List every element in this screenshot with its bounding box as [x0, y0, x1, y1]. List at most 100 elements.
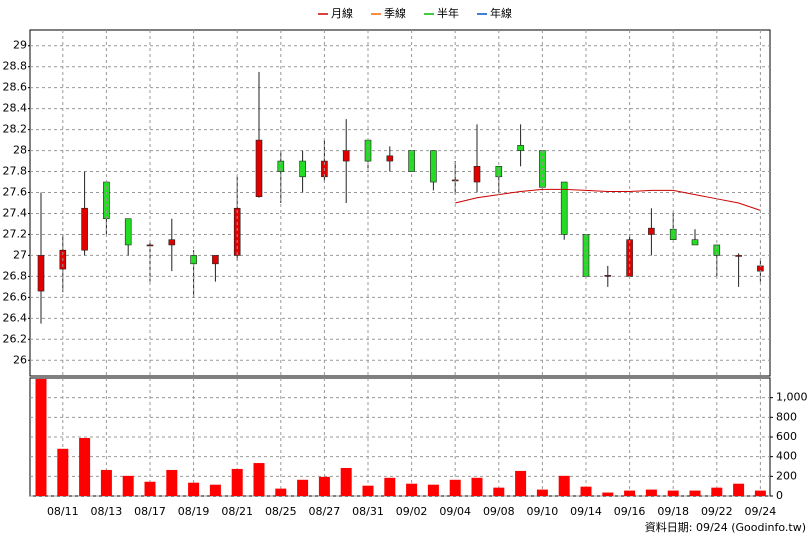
- volume-bar: [711, 487, 723, 496]
- volume-bar: [318, 476, 330, 496]
- volume-bar: [188, 482, 200, 496]
- volume-bar: [449, 479, 461, 496]
- volume-bar: [515, 470, 527, 496]
- candle-body: [124, 218, 132, 246]
- x-tick-label: 08/25: [265, 505, 297, 518]
- candle-body: [386, 155, 394, 162]
- footer: 資料日期: 09/24 (Goodinfo.tw): [645, 520, 806, 534]
- y-tick-label: 1,000: [776, 391, 808, 404]
- volume-bar: [689, 490, 701, 496]
- volume-bar: [733, 483, 745, 496]
- volume-bar: [754, 490, 766, 496]
- y-tick-label: 26: [13, 353, 27, 366]
- y-tick-label: 27.8: [3, 165, 28, 178]
- y-tick-label: 28.2: [3, 123, 28, 136]
- y-tick-label: 0: [776, 489, 783, 502]
- volume-bar: [253, 463, 265, 496]
- y-tick-label: 26.6: [3, 290, 28, 303]
- y-tick-label: 27: [13, 248, 27, 261]
- volume-panel: [29, 377, 771, 497]
- volume-bar: [558, 475, 570, 496]
- x-tick-label: 09/04: [439, 505, 471, 518]
- candle-body: [277, 160, 285, 172]
- y-tick-label: 27.2: [3, 227, 28, 240]
- volume-bar: [667, 490, 679, 496]
- x-tick-label: 08/13: [91, 505, 123, 518]
- volume-bar: [100, 469, 112, 496]
- x-tick-label: 09/08: [483, 505, 515, 518]
- y-tick-label: 600: [776, 430, 797, 443]
- candle-body: [517, 145, 524, 151]
- volume-bar: [406, 483, 418, 496]
- volume-bar: [536, 489, 548, 496]
- volume-bar: [362, 485, 374, 496]
- x-tick-label: 08/19: [178, 505, 210, 518]
- volume-bar: [57, 448, 69, 496]
- x-tick-label: 08/21: [221, 505, 253, 518]
- candle-body: [691, 239, 699, 246]
- volume-bar: [79, 437, 91, 496]
- volume-bar: [645, 489, 657, 496]
- x-tick-label: 09/18: [657, 505, 689, 518]
- candle-body: [560, 181, 568, 235]
- candle-body: [37, 255, 45, 292]
- candle-body: [648, 227, 655, 235]
- candle-body: [299, 160, 306, 178]
- legend-label: 月線: [331, 6, 353, 20]
- x-tick-label: 09/02: [396, 505, 428, 518]
- y-tick-label: 28.4: [3, 102, 28, 115]
- y-tick-label: 800: [776, 410, 797, 423]
- candle-body: [255, 139, 263, 198]
- x-tick-label: 08/31: [352, 505, 384, 518]
- volume-bar: [384, 477, 396, 496]
- x-tick-label: 08/27: [309, 505, 341, 518]
- candle-body: [430, 150, 437, 183]
- x-tick-label: 09/16: [614, 505, 646, 518]
- legend-label: 半年: [437, 6, 459, 20]
- candle-body: [146, 244, 154, 247]
- x-tick-label: 09/22: [701, 505, 733, 518]
- x-tick-label: 09/24: [745, 505, 777, 518]
- volume-bar: [624, 490, 636, 496]
- y-tick-label: 27.4: [3, 206, 28, 219]
- volume-bar: [427, 484, 439, 496]
- volume-bar: [340, 467, 352, 496]
- y-tick-label: 400: [776, 450, 797, 463]
- x-tick-label: 08/17: [134, 505, 166, 518]
- x-tick-label: 09/10: [527, 505, 559, 518]
- y-tick-label: 26.8: [3, 269, 28, 282]
- volume-bar: [493, 487, 505, 496]
- volume-bar: [166, 469, 178, 496]
- y-tick-label: 200: [776, 469, 797, 482]
- x-tick-label: 09/14: [570, 505, 602, 518]
- candle-body: [233, 207, 241, 256]
- volume-bar: [471, 477, 483, 496]
- candle-body: [473, 166, 481, 183]
- y-tick-label: 26.4: [3, 311, 28, 324]
- volume-bar: [275, 488, 287, 496]
- volume-bar: [35, 378, 47, 496]
- x-tick-label: 08/11: [47, 505, 79, 518]
- volume-bar: [580, 486, 592, 496]
- legend-label: 季線: [384, 6, 406, 20]
- price-panel: [29, 29, 771, 377]
- candle-body: [713, 244, 721, 256]
- volume-bar: [209, 484, 221, 496]
- candle-body: [168, 239, 176, 246]
- volume-bar: [122, 475, 134, 496]
- candle-body: [342, 150, 350, 162]
- volume-bar: [231, 468, 243, 496]
- volume-bar: [297, 479, 309, 496]
- y-tick-label: 27.6: [3, 186, 28, 199]
- volume-bar: [602, 492, 614, 496]
- candle-body: [735, 255, 742, 257]
- y-tick-label: 26.2: [3, 332, 28, 345]
- candle-body: [81, 207, 88, 251]
- y-tick-label: 28: [13, 144, 27, 157]
- legend-label: 年線: [490, 6, 512, 20]
- volume-bar: [144, 481, 156, 496]
- ma-line: [455, 188, 761, 211]
- candle-body: [212, 255, 219, 265]
- y-tick-label: 29: [13, 39, 27, 52]
